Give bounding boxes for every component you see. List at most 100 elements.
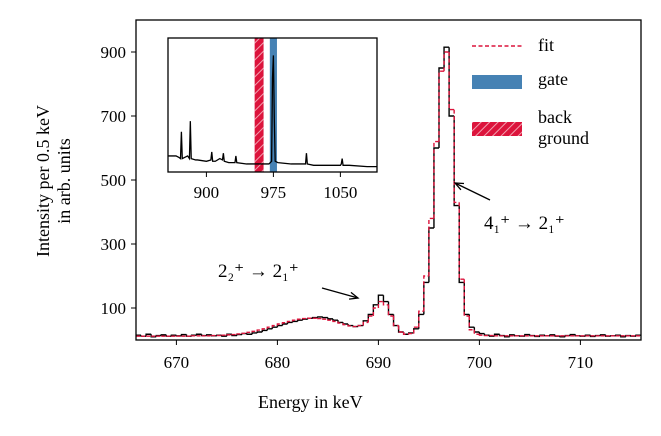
fit-bin — [468, 316, 475, 331]
fit-bin — [286, 320, 293, 323]
histogram-bin — [261, 329, 268, 332]
fit-bin — [266, 326, 273, 329]
histogram-bin — [372, 304, 379, 315]
legend-swatch — [472, 75, 522, 89]
histogram-bin — [246, 333, 253, 335]
y-tick-label: 700 — [101, 107, 127, 126]
histogram-bin — [387, 301, 394, 316]
annotation: 2₂⁺ → 2₁⁺ — [218, 261, 299, 282]
histogram-bin — [342, 322, 349, 325]
histogram-bin — [195, 333, 202, 336]
fit-bin — [362, 321, 369, 326]
histogram-bin — [286, 321, 293, 324]
legend-label: back ground — [538, 107, 589, 148]
x-tick-label: 670 — [164, 353, 190, 372]
histogram-bin — [317, 316, 323, 318]
fit-bin — [397, 325, 404, 333]
histogram-bin — [332, 318, 338, 321]
annotation-arrow — [321, 287, 359, 299]
inset-x-tick-label: 1050 — [323, 183, 357, 202]
fit-bin — [296, 318, 303, 321]
histogram-bin — [322, 316, 328, 319]
y-tick-label: 300 — [101, 235, 127, 254]
y-tick-label: 100 — [101, 299, 127, 318]
histogram-bin — [382, 295, 389, 303]
fit-bin — [408, 332, 414, 335]
x-tick-label: 680 — [265, 353, 291, 372]
fit-bin — [357, 324, 364, 327]
legend-swatch-hatch — [472, 122, 522, 136]
annotation-arrow — [454, 182, 491, 201]
histogram-bin — [438, 67, 445, 148]
fit-bin — [458, 202, 465, 280]
legend-label: gate — [538, 69, 568, 89]
histogram-bin — [301, 318, 308, 321]
fit-bin — [251, 330, 258, 333]
fit-bin — [281, 322, 288, 324]
fit-bin — [342, 323, 349, 326]
fit-bin — [453, 109, 460, 204]
inset-band — [269, 38, 277, 172]
inset-x-tick-label: 900 — [194, 183, 220, 202]
fit-bin — [478, 334, 485, 336]
histogram-bin — [433, 147, 439, 228]
fit-bin — [402, 332, 409, 335]
fit-bin — [322, 318, 328, 320]
legend-label: fit — [538, 35, 554, 55]
fit-bin — [392, 316, 399, 327]
histogram-bin — [473, 327, 480, 333]
x-tick-label: 690 — [366, 353, 392, 372]
histogram-bin — [276, 324, 283, 328]
histogram-bin — [236, 333, 243, 336]
histogram-bin — [160, 334, 167, 336]
histogram-bin — [291, 320, 298, 323]
histogram-bin — [271, 326, 278, 329]
fit-bin — [301, 317, 308, 320]
histogram-bin — [256, 331, 263, 333]
histogram-bin — [327, 317, 333, 320]
y-axis-label: Intensity per 0.5 keV in arb. units — [33, 105, 74, 257]
fit-bin — [241, 332, 248, 334]
fit-bin — [372, 307, 379, 316]
fit-bin — [423, 275, 429, 312]
arrow-head — [348, 291, 360, 300]
fit-bin — [382, 301, 389, 306]
fit-bin — [276, 323, 283, 326]
histogram-bin — [428, 227, 434, 283]
fit-bin — [428, 217, 434, 276]
inset-x-tick-label: 975 — [261, 183, 287, 202]
histogram-bin — [423, 281, 429, 315]
fit-bin — [327, 319, 333, 321]
fit-bin — [387, 304, 394, 317]
histogram-bin — [478, 332, 485, 335]
fit-bin — [367, 315, 374, 323]
inset-band-hatch — [254, 38, 264, 172]
histogram-bin — [468, 314, 475, 328]
fit-bin — [443, 51, 450, 72]
x-tick-label: 700 — [467, 353, 493, 372]
fit-bin — [246, 331, 253, 334]
histogram-bin — [251, 332, 258, 335]
inset-line — [168, 55, 377, 168]
fit-bin — [438, 70, 445, 142]
y-tick-label: 900 — [101, 43, 127, 62]
y-tick-label: 500 — [101, 171, 127, 190]
fit-bin — [261, 328, 268, 331]
histogram-bin — [453, 116, 460, 207]
plot-frame — [135, 19, 642, 341]
fit-bin — [337, 321, 344, 324]
fit-bin — [418, 310, 424, 328]
fit-bin — [433, 140, 439, 219]
annotation: 4₁⁺ → 2₁⁺ — [484, 213, 565, 234]
fit-bin — [291, 319, 298, 322]
fit-bin — [347, 324, 354, 327]
fit-bin — [448, 52, 455, 111]
fit-bin — [413, 326, 419, 334]
x-axis-label: Energy in keV — [258, 392, 363, 412]
histogram-bin — [413, 328, 419, 333]
histogram-bin — [362, 320, 369, 326]
fit-bin — [271, 324, 278, 328]
x-tick-label: 710 — [568, 353, 594, 372]
fit-bin — [473, 329, 480, 335]
